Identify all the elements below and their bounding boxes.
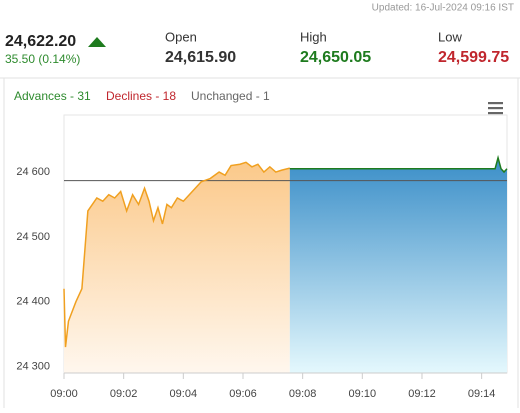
x-tick-label: 09:10 — [349, 388, 377, 400]
declines: Declines - 18 — [106, 89, 176, 103]
x-tick-label: 09:04 — [170, 388, 198, 400]
last-price: 24,622.20 — [5, 33, 76, 50]
stat-label: Open — [165, 29, 197, 44]
area — [289, 157, 507, 373]
y-tick-label: 24 400 — [16, 296, 50, 308]
unchanged: Unchanged - 1 — [191, 89, 270, 103]
stat-value: 24,599.75 — [438, 49, 509, 66]
advances: Advances - 31 — [14, 89, 91, 103]
stat-label: High — [300, 29, 327, 44]
change: 35.50 (0.14%) — [5, 52, 80, 66]
stat-label: Low — [438, 29, 462, 44]
x-tick-label: 09:08 — [289, 388, 317, 400]
updated: Updated: 16-Jul-2024 09:16 IST — [372, 3, 514, 14]
area — [64, 162, 290, 373]
stat-value: 24,615.90 — [165, 49, 236, 66]
menu-icon[interactable] — [488, 102, 503, 115]
up-arrow — [88, 37, 106, 47]
x-tick-label: 09:12 — [408, 388, 436, 400]
y-tick-label: 24 300 — [16, 360, 50, 372]
x-tick-label: 09:02 — [110, 388, 138, 400]
price-line — [289, 154, 508, 174]
y-tick-label: 24 500 — [16, 231, 50, 243]
x-tick-label: 09:06 — [229, 388, 257, 400]
stat-value: 24,650.05 — [300, 49, 371, 66]
x-tick-label: 09:14 — [468, 388, 496, 400]
price-line — [63, 161, 291, 348]
y-tick-label: 24 600 — [16, 166, 50, 178]
x-tick-label: 09:00 — [50, 388, 78, 400]
